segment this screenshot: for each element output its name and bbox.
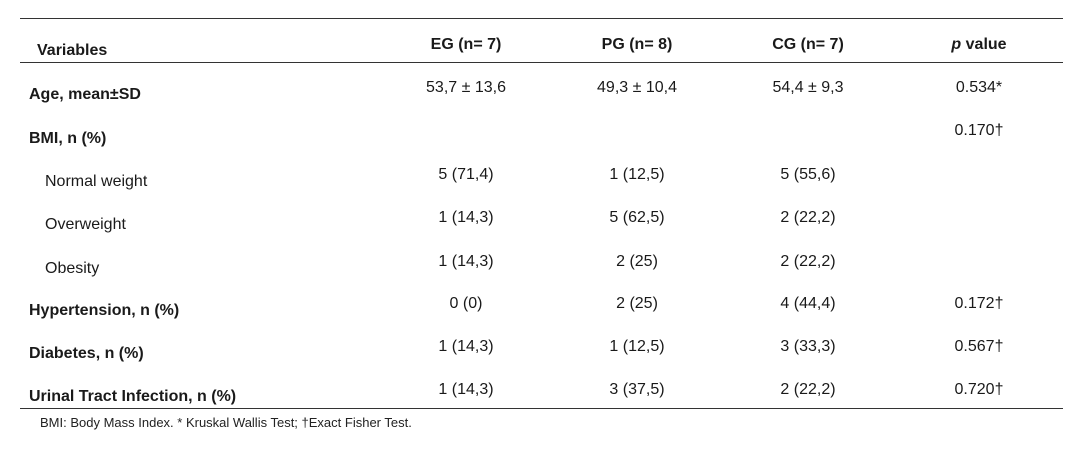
row-bmi-p: 0.170†: [954, 122, 1004, 139]
header-pg: PG (n= 8): [601, 36, 673, 53]
row-uti-cg: 2 (22,2): [780, 381, 836, 398]
row-label-obesity: Obesity: [45, 260, 100, 277]
header-p-italic: p: [951, 36, 962, 53]
row-normal-pg: 1 (12,5): [609, 166, 665, 183]
row-hypertension-p: 0.172†: [954, 295, 1004, 312]
row-uti-p: 0.720†: [954, 381, 1004, 398]
row-diabetes-p: 0.567†: [954, 338, 1004, 355]
row-diabetes-cg: 3 (33,3): [780, 338, 836, 355]
row-hypertension-eg: 0 (0): [449, 295, 483, 312]
row-uti-eg: 1 (14,3): [438, 381, 494, 398]
row-hypertension-pg: 2 (25): [616, 295, 658, 312]
row-age-p: 0.534*: [955, 79, 1003, 96]
row-label-diabetes: Diabetes, n (%): [29, 345, 144, 362]
row-overweight-pg: 5 (62,5): [609, 209, 665, 226]
table-top-rule: [20, 18, 1063, 19]
row-obesity-cg: 2 (22,2): [780, 253, 836, 270]
row-age-pg: 49,3 ± 10,4: [597, 79, 677, 96]
row-uti-pg: 3 (37,5): [609, 381, 665, 398]
header-variables: Variables: [37, 42, 108, 59]
row-overweight-cg: 2 (22,2): [780, 209, 836, 226]
row-label-normal-weight: Normal weight: [45, 173, 148, 190]
header-eg: EG (n= 7): [430, 36, 502, 53]
header-p-value: p value: [951, 36, 1006, 54]
table-header-rule: [20, 62, 1063, 63]
row-label-overweight: Overweight: [45, 216, 126, 233]
row-label-bmi: BMI, n (%): [29, 130, 107, 147]
row-obesity-pg: 2 (25): [616, 253, 658, 270]
row-label-hypertension: Hypertension, n (%): [29, 302, 180, 319]
header-cg: CG (n= 7): [772, 36, 844, 53]
table-bottom-rule: [20, 408, 1063, 409]
row-overweight-eg: 1 (14,3): [438, 209, 494, 226]
row-normal-cg: 5 (55,6): [780, 166, 836, 183]
row-diabetes-eg: 1 (14,3): [438, 338, 494, 355]
row-diabetes-pg: 1 (12,5): [609, 338, 665, 355]
row-label-age: Age, mean±SD: [29, 86, 141, 103]
row-age-cg: 54,4 ± 9,3: [772, 79, 844, 96]
row-label-uti: Urinal Tract Infection, n (%): [29, 388, 237, 405]
row-normal-eg: 5 (71,4): [438, 166, 494, 183]
row-age-eg: 53,7 ± 13,6: [426, 79, 506, 96]
table-footnote: BMI: Body Mass Index. * Kruskal Wallis T…: [40, 415, 412, 430]
row-hypertension-cg: 4 (44,4): [780, 295, 836, 312]
row-obesity-eg: 1 (14,3): [438, 253, 494, 270]
header-p-rest: value: [961, 36, 1007, 53]
